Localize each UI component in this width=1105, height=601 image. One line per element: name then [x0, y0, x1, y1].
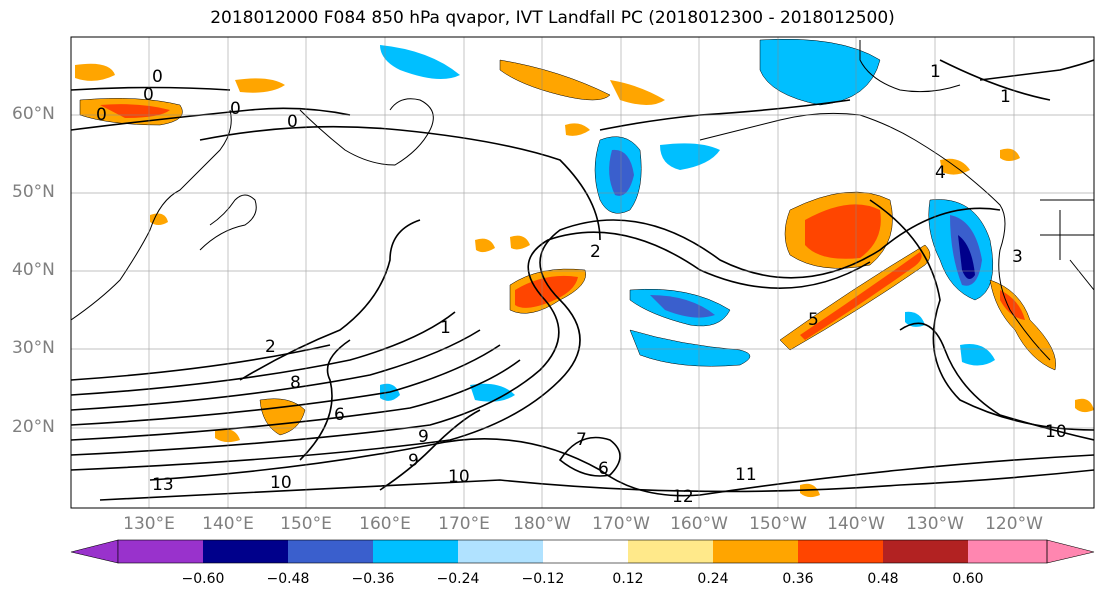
contour-label: 2	[265, 337, 276, 357]
contour-label: 0	[96, 105, 107, 125]
contour-label: 13	[152, 475, 174, 495]
contour-label: 3	[1012, 247, 1023, 267]
lon-label: 120°W	[985, 514, 1043, 534]
colorbar-bin	[798, 540, 883, 563]
neg-region	[470, 383, 515, 402]
lon-label: 170°E	[438, 514, 490, 534]
lat-label: 30°N	[12, 338, 55, 358]
colorbar-tick: 0.12	[612, 571, 644, 587]
map-frame	[70, 36, 1095, 509]
colorbar-tick: −0.48	[266, 571, 310, 587]
colorbar-bin	[543, 540, 628, 563]
shading-layer	[71, 37, 1094, 508]
contour-label: 6	[334, 405, 345, 425]
map-title: 2018012000 F084 850 hPa qvapor, IVT Land…	[210, 8, 895, 28]
coastlines	[71, 40, 1094, 361]
pos-region	[1000, 290, 1025, 320]
contour-label: 1	[1000, 87, 1011, 107]
lon-label: 160°E	[359, 514, 411, 534]
lon-label: 140°E	[202, 514, 254, 534]
colorbar-tick: 0.48	[867, 571, 899, 587]
pos-region	[150, 213, 168, 225]
colorbar	[70, 539, 1095, 564]
colorbar-tick: −0.36	[351, 571, 395, 587]
contour-label: 0	[152, 67, 163, 87]
contour-label: 11	[735, 465, 757, 485]
colorbar-bin	[628, 540, 713, 563]
lon-label: 130°E	[123, 514, 175, 534]
contour-label: 4	[935, 163, 946, 183]
neg-region	[609, 149, 634, 196]
colorbar-tick: 0.60	[952, 571, 984, 587]
pos-region	[515, 275, 578, 308]
contour-label: 6	[598, 459, 609, 479]
lon-label: 130°W	[906, 514, 964, 534]
contour-label: 8	[290, 373, 301, 393]
pos-region	[475, 238, 495, 253]
colorbar-bin	[288, 540, 373, 563]
contour-label: 5	[808, 310, 819, 330]
lon-label: 170°W	[592, 514, 650, 534]
contour-label: 0	[287, 112, 298, 132]
neg-region	[380, 45, 460, 79]
pos-region	[100, 104, 170, 118]
neg-region	[759, 38, 881, 106]
contour-label: 7	[576, 430, 587, 450]
pos-region	[565, 123, 590, 136]
contour-label: 10	[448, 467, 470, 487]
colorbar-bin	[203, 540, 288, 563]
pos-region	[499, 59, 611, 101]
lon-label: 160°W	[670, 514, 728, 534]
contour-label: 0	[230, 99, 241, 119]
lon-label: 180°W	[513, 514, 571, 534]
contour-label: 9	[418, 427, 429, 447]
colorbar-low-arrow	[70, 539, 119, 564]
colorbar-bin	[713, 540, 798, 563]
pos-region	[215, 428, 240, 443]
lon-label: 150°W	[749, 514, 807, 534]
pos-region	[1075, 398, 1094, 413]
colorbar-tick: −0.12	[521, 571, 565, 587]
contour-label: 10	[1045, 422, 1067, 442]
contour-label: 12	[672, 487, 694, 507]
neg-region	[958, 235, 975, 279]
colorbar-tick: 0.24	[697, 571, 729, 587]
contour-label: 1	[440, 318, 451, 338]
contour-label: 10	[270, 473, 292, 493]
contour-labels: 0 0 0 0 0 1 1 1 2 2 3 4 5 6 6 7 8 9 9 10…	[96, 62, 1067, 507]
contour-label: 2	[590, 242, 601, 262]
contour-label: 9	[408, 451, 419, 471]
colorbar-bin	[118, 540, 203, 563]
pos-region	[1000, 148, 1020, 161]
pos-region	[610, 80, 665, 105]
lat-label: 60°N	[12, 104, 55, 124]
lat-label: 40°N	[12, 260, 55, 280]
contour-label: 0	[143, 85, 154, 105]
colorbar-tick: −0.24	[436, 571, 480, 587]
lat-label: 50°N	[12, 182, 55, 202]
pos-region	[235, 78, 285, 93]
contours	[71, 59, 1094, 501]
neg-region	[660, 143, 720, 170]
pos-region	[75, 63, 115, 81]
colorbar-tick: 0.36	[782, 571, 814, 587]
colorbar-tick: −0.60	[181, 571, 225, 587]
pos-region	[800, 252, 922, 340]
neg-region	[629, 329, 751, 367]
lon-label: 140°W	[827, 514, 885, 534]
colorbar-bin	[373, 540, 458, 563]
colorbar-bin	[883, 540, 968, 563]
colorbar-high-arrow	[1046, 539, 1095, 564]
lon-label: 150°E	[280, 514, 332, 534]
colorbar-bin	[458, 540, 543, 563]
contour-label: 1	[930, 62, 941, 82]
gridlines	[71, 37, 1094, 508]
neg-region	[960, 344, 995, 366]
pos-region	[510, 235, 530, 250]
colorbar-bin	[968, 540, 1047, 563]
pos-region	[805, 204, 881, 259]
lat-label: 20°N	[12, 417, 55, 437]
